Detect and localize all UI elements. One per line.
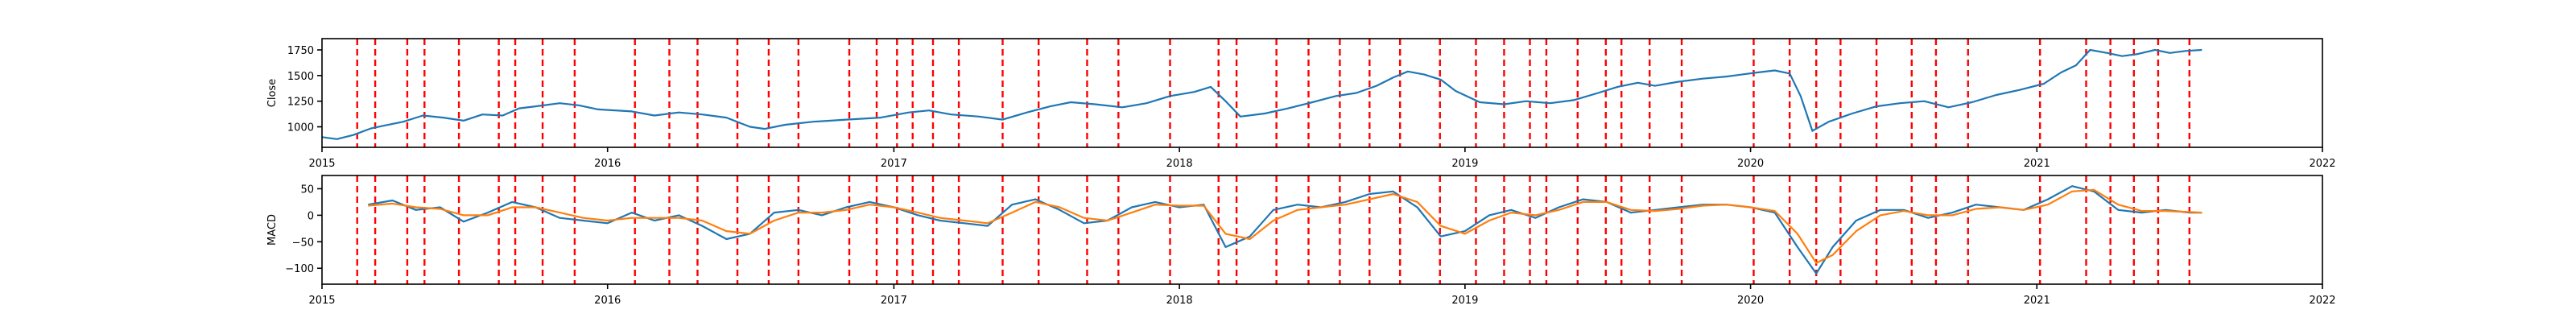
x-tick-label: 2018: [1166, 158, 1193, 170]
x-tick-label: 2020: [1737, 295, 1764, 307]
y-tick-label: 1750: [287, 45, 314, 57]
signal-lines-top: [356, 39, 2190, 147]
close-price-series: [321, 48, 2202, 140]
x-tick-label: 2016: [594, 158, 621, 170]
x-tick-label: 2018: [1166, 295, 1193, 307]
close-y-axis-label: Close: [266, 79, 279, 107]
macd-series: [368, 185, 2202, 275]
macd-line: [368, 185, 2202, 275]
y-tick-label: 1250: [287, 97, 314, 109]
close-price-line: [321, 48, 2202, 140]
x-tick-label: 2022: [2309, 295, 2335, 307]
x-tick-label: 2016: [594, 295, 621, 307]
x-tick-label: 2019: [1451, 158, 1478, 170]
close-y-axis: 1000 1250 1500 1750: [287, 45, 322, 134]
x-tick-label: 2017: [881, 295, 907, 307]
signal-lines-bottom: [356, 175, 2190, 284]
y-tick-label: 0: [308, 210, 314, 222]
x-tick-label: 2019: [1451, 295, 1478, 307]
close-plot-frame: [321, 38, 2323, 148]
macd-x-axis: 2015 2016 2017 2018 2019 2020 2021 2022: [308, 284, 2336, 307]
y-tick-label: −100: [285, 263, 314, 275]
x-tick-label: 2017: [881, 158, 907, 170]
macd-signal-line: [368, 188, 2202, 264]
x-tick-label: 2015: [308, 158, 335, 170]
x-tick-label: 2022: [2309, 158, 2335, 170]
x-tick-label: 2021: [2024, 295, 2050, 307]
y-tick-label: 1500: [287, 71, 314, 83]
x-tick-label: 2021: [2024, 158, 2050, 170]
y-tick-label: 50: [300, 184, 314, 196]
x-tick-label: 2015: [308, 295, 335, 307]
macd-y-axis-label: MACD: [266, 214, 279, 246]
x-tick-label: 2020: [1737, 158, 1764, 170]
y-tick-label: −50: [292, 237, 314, 249]
macd-y-axis: −100 −50 0 50: [285, 184, 322, 275]
y-tick-label: 1000: [287, 122, 314, 134]
macd-plot-frame: [321, 175, 2323, 285]
close-price-panel: 1000 1250 1500 1750 2015 2016 2017 2018 2019 202…: [266, 38, 2336, 170]
close-x-axis: 2015 2016 2017 2018 2019 2020 2021 2022: [308, 147, 2336, 170]
